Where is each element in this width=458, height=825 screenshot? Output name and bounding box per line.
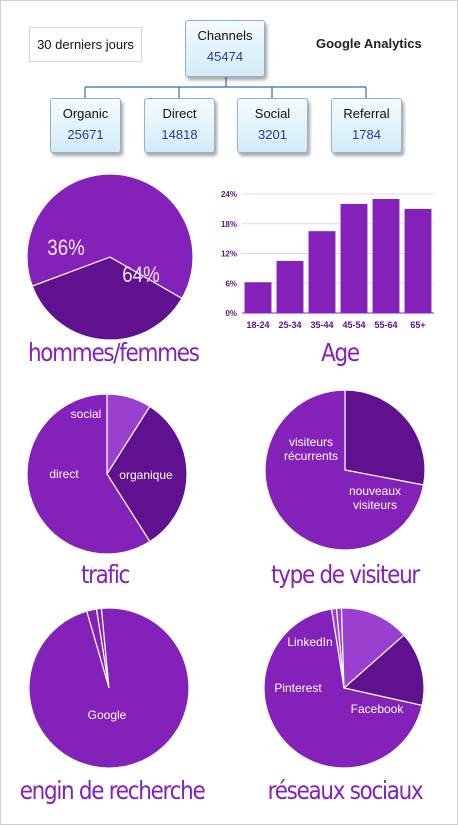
y-tick-label: 0% xyxy=(225,309,237,318)
social-networks-pie-chart: LinkedIn Pinterest Facebook xyxy=(263,607,425,769)
pie-slice xyxy=(28,607,190,769)
pie-slice xyxy=(263,608,423,769)
age-bar-chart: 0% 6% 12% 18% 24% 18-24 25-34 35-44 45-54 55-64 65… xyxy=(221,190,434,330)
visitor-type-chart-title: type de visiteur xyxy=(271,560,420,589)
bar xyxy=(276,260,304,313)
y-tick-label: 24% xyxy=(221,190,237,199)
x-tick-label: 35-44 xyxy=(310,320,333,330)
pie-slice-label: direct xyxy=(49,467,79,481)
pie-slice xyxy=(264,389,425,551)
bar xyxy=(372,198,400,313)
gender-chart-title: hommes/femmes xyxy=(27,338,200,367)
channel-root-label: Channels xyxy=(197,28,253,43)
pie-slice xyxy=(26,393,151,555)
bar xyxy=(244,282,272,313)
traffic-chart-title: trafic xyxy=(80,560,130,589)
bar xyxy=(340,203,368,313)
channel-node-value: 25671 xyxy=(67,127,104,142)
x-tick-label: 55-64 xyxy=(374,320,397,330)
channel-node-root: Channels 45474 xyxy=(185,20,265,77)
pie-slice-label: nouveaux visiteurs xyxy=(349,484,401,512)
x-tick-label: 65+ xyxy=(410,320,425,330)
channel-node-organic: Organic 25671 xyxy=(50,98,121,153)
pie-slice xyxy=(106,405,188,543)
channel-node-value: 14818 xyxy=(161,127,198,142)
pie-slice xyxy=(342,634,425,707)
channel-node-referral: Referral 1784 xyxy=(331,98,402,153)
bar xyxy=(308,231,336,313)
channel-node-social: Social 3201 xyxy=(237,98,308,153)
pie-slice xyxy=(31,256,183,341)
social-networks-chart-title: réseaux sociaux xyxy=(267,776,424,805)
pie-slice-label: LinkedIn xyxy=(287,635,332,649)
age-chart-title: Age xyxy=(321,338,360,367)
pie-slice-label: Google xyxy=(88,708,127,722)
channel-node-label: Direct xyxy=(162,106,197,121)
pie-slice xyxy=(344,389,426,486)
y-tick-label: 12% xyxy=(221,250,237,259)
channel-node-label: Referral xyxy=(343,106,390,121)
pie-slice-label: social xyxy=(71,407,102,421)
pie-slice xyxy=(26,173,194,300)
x-tick-label: 25-34 xyxy=(278,320,301,330)
channel-node-label: Organic xyxy=(62,106,109,121)
traffic-pie-chart: social direct organique xyxy=(26,393,188,555)
channel-node-value: 3201 xyxy=(258,127,287,142)
pie-slice-label: Facebook xyxy=(351,702,405,716)
search-engine-pie-chart: Google xyxy=(28,607,190,769)
y-tick-label: 6% xyxy=(225,279,237,288)
x-tick-label: 45-54 xyxy=(342,320,365,330)
period-label: 30 derniers jours xyxy=(29,27,142,62)
visitor-type-pie-chart: visiteurs récurrents nouveaux visiteurs xyxy=(264,389,426,551)
pie-slice-label: 64% xyxy=(122,264,159,288)
channel-node-direct: Direct 14818 xyxy=(144,98,215,153)
channel-root-value: 45474 xyxy=(206,49,244,64)
bar xyxy=(404,208,432,313)
search-engine-chart-title: engin de recherche xyxy=(19,776,206,805)
gender-pie-chart: 36% 64% xyxy=(26,173,194,341)
channel-node-value: 1784 xyxy=(352,127,381,142)
brand-title: Google Analytics xyxy=(316,36,422,51)
pie-slice xyxy=(340,607,405,690)
pie-slice-label: Pinterest xyxy=(274,681,322,695)
y-tick-label: 18% xyxy=(221,220,237,229)
pie-slice-label: organique xyxy=(119,468,173,482)
channel-node-label: Social xyxy=(254,106,291,121)
x-tick-label: 18-24 xyxy=(246,320,269,330)
channel-tree-lines xyxy=(84,77,367,98)
pie-slice-label: visiteurs récurrents xyxy=(284,435,338,463)
pie-slice-label: 36% xyxy=(47,237,84,261)
